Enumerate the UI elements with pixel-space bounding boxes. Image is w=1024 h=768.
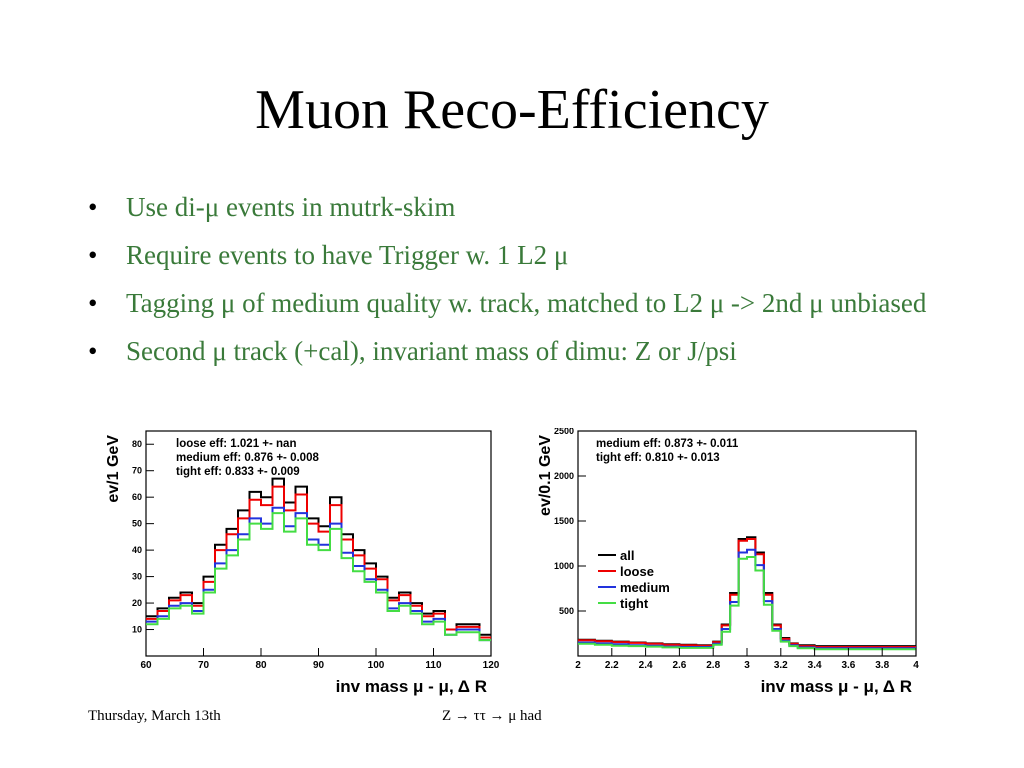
bullet-item: • Use di-μ events in mutrk-skim [88, 190, 968, 224]
x-tick-label: 70 [198, 660, 210, 671]
efficiency-annotation: medium eff: 0.873 +- 0.011 [596, 438, 739, 450]
x-tick-label: 80 [255, 660, 267, 671]
y-tick-label: 60 [132, 492, 142, 502]
x-tick-label: 120 [483, 660, 500, 671]
x-tick-label: 3.4 [808, 660, 822, 671]
bullet-item: • Second μ track (+cal), invariant mass o… [88, 334, 968, 368]
efficiency-annotation: medium eff: 0.876 +- 0.008 [176, 452, 319, 464]
y-tick-label: 20 [132, 598, 142, 608]
y-tick-label: 2000 [554, 471, 574, 481]
bullet-dot-icon: • [88, 192, 98, 222]
x-tick-label: 2.4 [639, 660, 653, 671]
efficiency-annotation: tight eff: 0.810 +- 0.013 [596, 452, 720, 464]
x-tick-label: 2 [575, 660, 581, 671]
legend-entry: all [620, 548, 634, 563]
efficiency-annotation: loose eff: 1.021 +- nan [176, 438, 296, 450]
y-tick-label: 30 [132, 572, 142, 582]
bullet-dot-icon: • [88, 240, 98, 270]
plot-frame [577, 430, 917, 657]
bullet-dot-icon: • [88, 288, 98, 318]
slide-title: Muon Reco-Efficiency [255, 79, 769, 141]
y-tick-label: 40 [132, 545, 142, 555]
x-tick-label: 2.6 [672, 660, 686, 671]
y-axis-label: ev/0.1 GeV [537, 435, 554, 516]
y-tick-label: 1500 [554, 516, 574, 526]
y-tick-label: 10 [132, 625, 142, 635]
x-tick-label: 2.2 [605, 660, 619, 671]
bullet-text: Use di-μ events in mutrk-skim [126, 192, 456, 222]
y-tick-label: 2500 [554, 428, 574, 436]
bullet-item: • Tagging μ of medium quality w. track, m… [88, 286, 968, 320]
x-tick-label: 3.6 [841, 660, 855, 671]
y-tick-label: 1000 [554, 561, 574, 571]
x-tick-label: 4 [913, 660, 919, 671]
bullet-list: • Use di-μ events in mutrk-skim • Require … [88, 190, 968, 382]
bullet-text: Tagging μ of medium quality w. track, ma… [126, 288, 927, 318]
y-tick-label: 500 [559, 606, 574, 616]
bullet-item: • Require events to have Trigger w. 1 L2 … [88, 238, 968, 272]
histogram-series-3 [578, 556, 916, 651]
legend-entry: medium [620, 580, 670, 595]
histogram-series-3 [146, 512, 491, 642]
x-tick-label: 2.8 [706, 660, 720, 671]
efficiency-annotation: tight eff: 0.833 +- 0.009 [176, 466, 300, 478]
z-mass-histogram: 10 20 30 40 50 60 70 80 60 70 80 90 100 110 120 inv mas… [105, 430, 500, 696]
bullet-text: Second μ track (+cal), invariant mass of… [126, 336, 737, 366]
jpsi-mass-histogram: 500 1000 1500 2000 2500 2 2.2 2.4 2.6 2.8 3 3.2 3.4 3… [537, 428, 919, 696]
y-tick-label: 80 [132, 439, 142, 449]
x-tick-label: 100 [368, 660, 385, 671]
x-axis-label: inv mass μ - μ, Δ R [336, 677, 487, 696]
footer-date: Thursday, March 13th [88, 708, 221, 724]
y-tick-label: 50 [132, 519, 142, 529]
y-tick-label: 70 [132, 466, 142, 476]
x-tick-label: 60 [140, 660, 152, 671]
legend-entry: tight [620, 596, 649, 611]
x-tick-label: 3 [744, 660, 750, 671]
x-tick-label: 90 [313, 660, 325, 671]
bullet-text: Require events to have Trigger w. 1 L2 μ [126, 240, 569, 270]
legend-entry: loose [620, 564, 654, 579]
x-tick-label: 3.8 [875, 660, 889, 671]
x-axis-label: inv mass μ - μ, Δ R [761, 677, 912, 696]
x-tick-label: 3.2 [774, 660, 788, 671]
y-axis-label: ev/1 GeV [105, 435, 122, 503]
footer-process: Z → ττ → μ had [442, 708, 542, 724]
histogram-series-1 [578, 538, 916, 648]
bullet-dot-icon: • [88, 336, 98, 366]
x-tick-label: 110 [425, 660, 442, 671]
